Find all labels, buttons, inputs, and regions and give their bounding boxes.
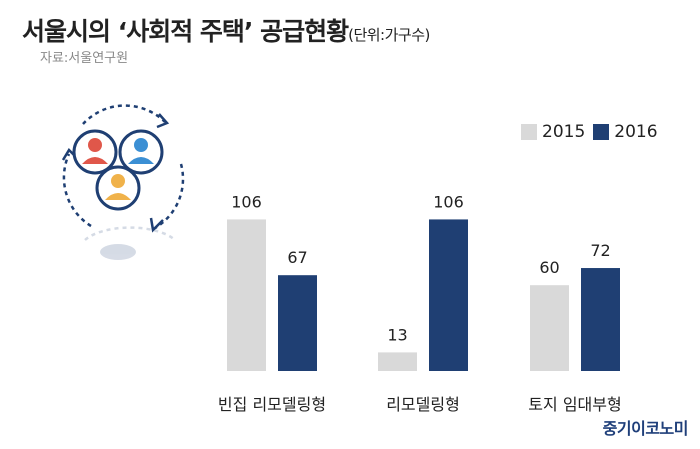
people-cycle-icon: [61, 104, 185, 260]
legend-item-2016: 2016: [593, 122, 658, 142]
chart-title: 서울시의 ‘사회적 주택’ 공급현황: [22, 17, 349, 46]
chart-title-block: 서울시의 ‘사회적 주택’ 공급현황(단위:가구수): [22, 12, 430, 48]
category-label-3: 토지 임대부형: [528, 395, 621, 414]
bar-2015-1: [227, 219, 266, 371]
legend-swatch-2016: [593, 124, 610, 140]
bar-2015-2: [378, 352, 417, 371]
bar-2015-3: [530, 285, 569, 371]
bar-2016-1: [278, 275, 317, 371]
category-label-2: 리모델링형: [386, 395, 460, 414]
chart-source: 자료:서울연구원: [40, 51, 129, 66]
value-label-2015-1: 106: [231, 192, 262, 211]
brand-logo: 중기이코노미: [602, 419, 689, 438]
value-label-2015-2: 13: [387, 325, 407, 344]
value-label-2016-3: 72: [590, 241, 610, 260]
legend-label-2015: 2015: [542, 122, 586, 142]
chart-unit: (단위:가구수): [348, 26, 430, 44]
legend-item-2015: 2015: [521, 122, 585, 142]
value-label-2016-1: 67: [287, 248, 307, 267]
category-label-1: 빈집 리모델링형: [218, 395, 326, 414]
legend-swatch-2015: [521, 124, 537, 140]
value-label-2016-2: 106: [433, 192, 464, 211]
legend-label-2016: 2016: [614, 122, 658, 142]
value-label-2015-3: 60: [539, 258, 559, 277]
bar-2016-3: [581, 268, 620, 371]
bar-2016-2: [429, 219, 468, 371]
chart-legend: 2015 2016: [521, 122, 666, 142]
